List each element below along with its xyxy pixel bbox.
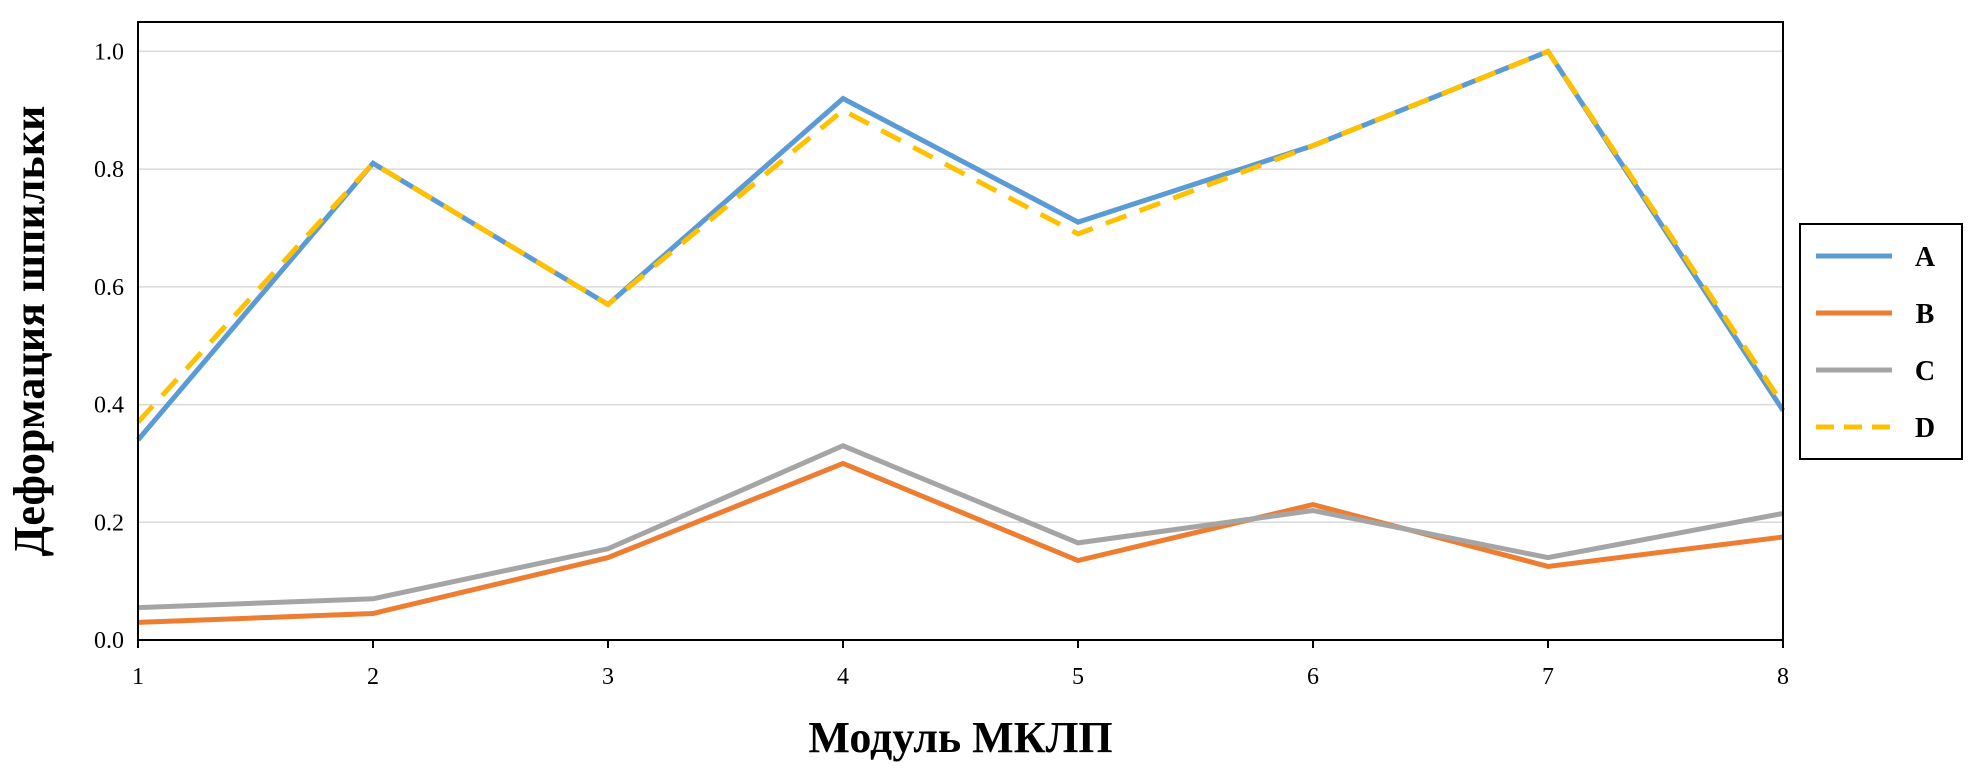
series-line-c bbox=[137, 443, 1784, 611]
x-tick-label: 6 bbox=[1307, 664, 1319, 690]
y-tick-label: 0.8 bbox=[94, 157, 124, 183]
legend-label-d: D bbox=[1915, 413, 1935, 444]
x-tick-label: 4 bbox=[837, 664, 849, 690]
y-tick-labels: 0.0 0.2 0.4 0.6 0.8 1.0 bbox=[94, 39, 124, 654]
y-tick-label: 0.4 bbox=[94, 393, 124, 419]
series-lines bbox=[136, 48, 1786, 625]
x-tick-label: 8 bbox=[1777, 664, 1789, 690]
plot-frame bbox=[137, 21, 1784, 641]
y-tick-label: 0.2 bbox=[94, 510, 124, 536]
legend-label-b: B bbox=[1916, 299, 1935, 330]
series-line-d bbox=[136, 48, 1786, 424]
x-tick-label: 7 bbox=[1542, 664, 1554, 690]
grid-lines bbox=[138, 50, 1783, 524]
x-tick-labels: 1 2 3 4 5 6 7 8 bbox=[132, 640, 1789, 690]
legend-label-c: C bbox=[1915, 356, 1935, 387]
y-tick-label: 0.6 bbox=[94, 275, 124, 301]
y-tick-label: 0.0 bbox=[94, 628, 124, 654]
legend-box bbox=[1799, 223, 1963, 460]
y-axis-title: Деформация шпильки bbox=[5, 106, 54, 557]
x-tick-label: 5 bbox=[1072, 664, 1084, 690]
legend-label-a: A bbox=[1915, 242, 1936, 273]
x-tick-label: 3 bbox=[602, 664, 614, 690]
x-tick-label: 2 bbox=[367, 664, 379, 690]
x-tick-label: 1 bbox=[132, 664, 144, 690]
y-tick-label: 1.0 bbox=[94, 39, 124, 65]
x-axis-title: Модуль МКЛП bbox=[808, 713, 1112, 762]
series-line-a bbox=[136, 48, 1786, 442]
series-line-b bbox=[137, 460, 1784, 625]
